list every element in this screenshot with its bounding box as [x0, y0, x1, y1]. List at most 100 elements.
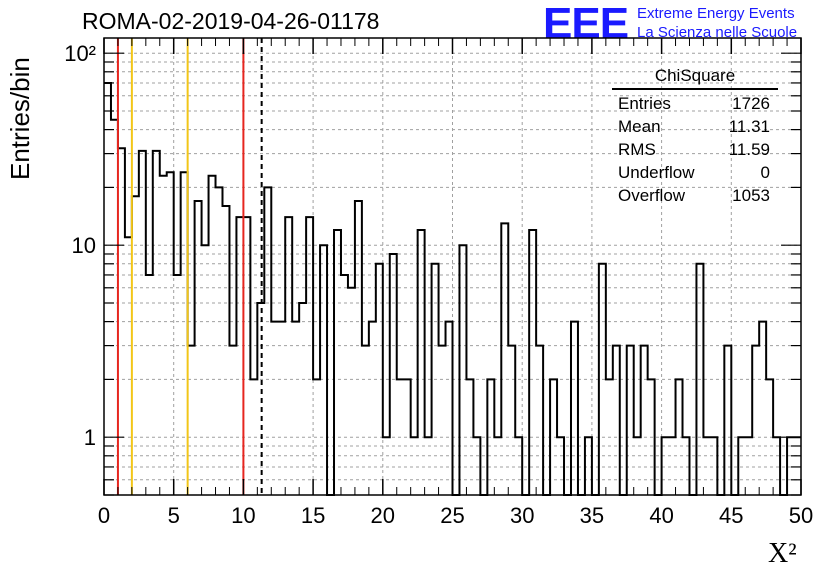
histogram-bin: [334, 230, 341, 495]
histogram-bin: [222, 206, 229, 495]
histogram-bin: [195, 201, 202, 495]
histogram-bin: [759, 322, 766, 495]
x-axis-label: X²: [768, 538, 797, 569]
stats-row-overflow: Overflow 1053: [610, 184, 778, 207]
stats-row-mean: Mean 11.31: [610, 115, 778, 138]
histogram-bin: [153, 151, 160, 495]
stats-row-rms: RMS 11.59: [610, 138, 778, 161]
histogram-bin: [676, 379, 683, 495]
x-tick-label: 25: [440, 503, 464, 528]
histogram-bin: [397, 379, 404, 495]
x-tick-label: 5: [168, 503, 180, 528]
stats-row-underflow: Underflow 0: [610, 161, 778, 184]
y-tick-label: 10²: [64, 41, 96, 66]
stats-label: Underflow: [618, 163, 695, 182]
x-tick-label: 45: [719, 503, 743, 528]
histogram-bin: [292, 322, 299, 495]
histogram-bin: [355, 201, 362, 495]
x-tick-label: 20: [371, 503, 395, 528]
x-tick-label: 15: [301, 503, 325, 528]
histogram-bin: [459, 245, 466, 495]
histogram-bin: [703, 437, 710, 495]
histogram-bin: [278, 322, 285, 495]
histogram-bin: [411, 437, 418, 495]
histogram-bin: [174, 275, 181, 495]
histogram-bin: [529, 230, 536, 495]
histogram-bin: [487, 379, 494, 495]
histogram-bin: [418, 230, 425, 495]
histogram-bin: [432, 264, 439, 495]
histogram-bin: [724, 346, 731, 495]
histogram-bin: [104, 83, 111, 495]
logo-line-1: Extreme Energy Events: [637, 5, 795, 22]
histogram-bin: [188, 346, 195, 495]
histogram-bin: [536, 346, 543, 495]
histogram-bin: [271, 322, 278, 495]
stats-label: RMS: [618, 140, 656, 159]
logo-text: Extreme Energy Events La Scienza nelle S…: [637, 4, 797, 42]
histogram-bin: [236, 217, 243, 495]
histogram-bin: [146, 275, 153, 495]
histogram-bin: [585, 437, 592, 495]
histogram-bin: [132, 196, 139, 495]
histogram-bin: [425, 437, 432, 495]
histogram-bin: [313, 379, 320, 495]
stats-label: Mean: [618, 117, 661, 136]
y-tick-label: 10: [72, 233, 96, 258]
histogram-bin: [473, 437, 480, 495]
stats-value: 1053: [732, 186, 770, 205]
eee-logo: EEE Extreme Energy Events La Scienza nel…: [543, 2, 797, 46]
histogram-bin: [752, 346, 759, 495]
histogram-bin: [550, 379, 557, 495]
stats-value: 1726: [732, 94, 770, 113]
histogram-bin: [439, 346, 446, 495]
histogram-bin: [306, 217, 313, 495]
histogram-bin: [515, 437, 522, 495]
histogram-bin: [557, 437, 564, 495]
stats-value: 11.31: [728, 117, 770, 136]
histogram-bin: [466, 379, 473, 495]
histogram-bin: [606, 379, 613, 495]
stats-row-entries: Entries 1726: [610, 92, 778, 115]
histogram-bin: [571, 322, 578, 495]
histogram-bin: [662, 437, 669, 495]
histogram-bin: [369, 322, 376, 495]
histogram-bin: [243, 217, 250, 495]
histogram-bin: [613, 346, 620, 495]
histogram-bin: [383, 437, 390, 495]
histogram-bin: [139, 151, 146, 495]
histogram-bin: [348, 288, 355, 495]
histogram-bin: [299, 303, 306, 495]
histogram-bin: [264, 187, 271, 495]
histogram-bin: [773, 437, 780, 495]
page-title: ROMA-02-2019-04-26-01178: [82, 8, 380, 34]
histogram-bin: [599, 264, 606, 495]
histogram-bin: [766, 379, 773, 495]
x-tick-label: 0: [98, 503, 110, 528]
stats-value: 0: [760, 163, 770, 182]
histogram-bin: [202, 245, 209, 495]
histogram-bin: [745, 437, 752, 495]
histogram-bin: [376, 264, 383, 495]
histogram-bin: [118, 148, 125, 495]
y-tick-label: 1: [84, 425, 96, 450]
histogram-bin: [648, 379, 655, 495]
stats-value: 11.59: [728, 140, 770, 159]
x-tick-label: 35: [580, 503, 604, 528]
histogram-bin: [696, 264, 703, 495]
histogram-bin: [669, 437, 676, 495]
histogram-bin: [160, 176, 167, 495]
stats-title: ChiSquare: [612, 66, 778, 90]
histogram-bin: [634, 437, 641, 495]
histogram-bin: [641, 346, 648, 495]
histogram-bin: [508, 346, 515, 495]
histogram-bin: [229, 346, 236, 495]
histogram-bin: [710, 437, 717, 495]
x-tick-label: 50: [789, 503, 813, 528]
stats-label: Entries: [618, 94, 671, 113]
stats-box: ChiSquare Entries 1726 Mean 11.31 RMS 11…: [610, 66, 778, 207]
x-tick-label: 30: [510, 503, 534, 528]
histogram-bin: [404, 379, 411, 495]
histogram-bin: [250, 379, 257, 495]
